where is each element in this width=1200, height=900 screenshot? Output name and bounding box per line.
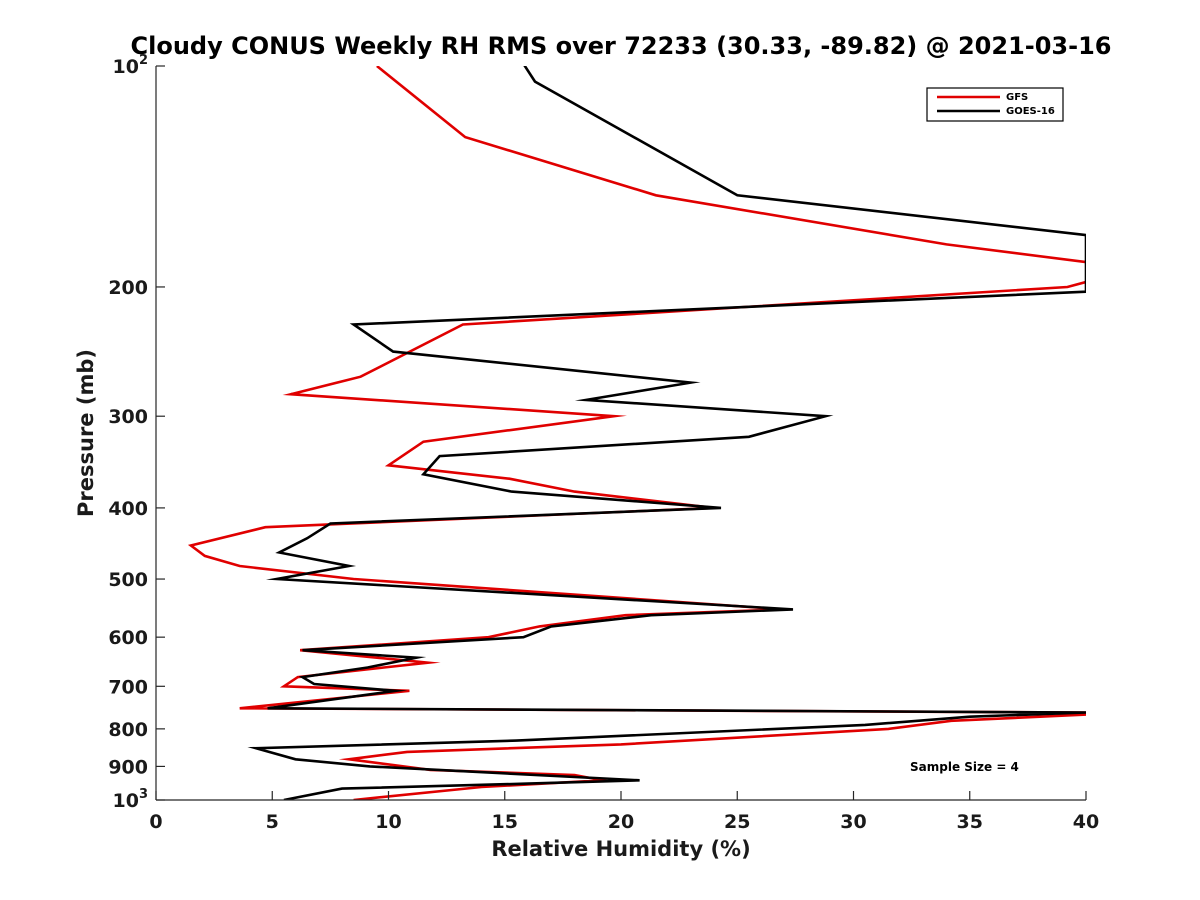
x-tick-label: 40 — [1073, 811, 1099, 833]
x-tick-label: 30 — [840, 811, 866, 833]
x-tick-label: 10 — [375, 811, 401, 833]
y-tick-label: 300 — [108, 406, 148, 428]
x-axis-ticks: 0 5 10 15 20 25 30 35 40 — [149, 791, 1099, 833]
x-tick-label: 15 — [492, 811, 518, 833]
sample-size-annotation: Sample Size = 4 — [910, 760, 1019, 774]
y-tick-label: 103 — [113, 787, 149, 812]
x-tick-label: 5 — [266, 811, 279, 833]
y-tick-label: 800 — [108, 719, 148, 741]
y-tick-label: 102 — [113, 53, 149, 78]
y-tick-label: 500 — [108, 569, 148, 591]
legend-label-goes16: GOES-16 — [1006, 106, 1055, 117]
legend: GFS GOES-16 — [926, 87, 1064, 122]
x-tick-label: 0 — [149, 811, 162, 833]
x-tick-label: 25 — [724, 811, 750, 833]
y-axis-label: Pressure (mb) — [74, 349, 98, 517]
series-line-gfs — [187, 66, 1086, 800]
y-tick-label: 700 — [108, 676, 148, 698]
y-tick-label: 400 — [108, 498, 148, 520]
chart-title: Cloudy CONUS Weekly RH RMS over 72233 (3… — [131, 32, 1112, 60]
y-tick-label: 900 — [108, 756, 148, 778]
x-tick-label: 20 — [608, 811, 634, 833]
y-tick-label: 600 — [108, 627, 148, 649]
legend-label-gfs: GFS — [1006, 92, 1028, 103]
legend-box — [926, 87, 1064, 122]
series-layer — [187, 66, 1086, 800]
series-line-goes16 — [247, 66, 1086, 800]
x-axis-label: Relative Humidity (%) — [491, 837, 750, 861]
y-axis-ticks: 102 200 300 400 500 600 700 800 900 103 — [108, 53, 165, 812]
axes — [155, 66, 1086, 801]
y-tick-label: 200 — [108, 277, 148, 299]
x-tick-label: 35 — [957, 811, 983, 833]
